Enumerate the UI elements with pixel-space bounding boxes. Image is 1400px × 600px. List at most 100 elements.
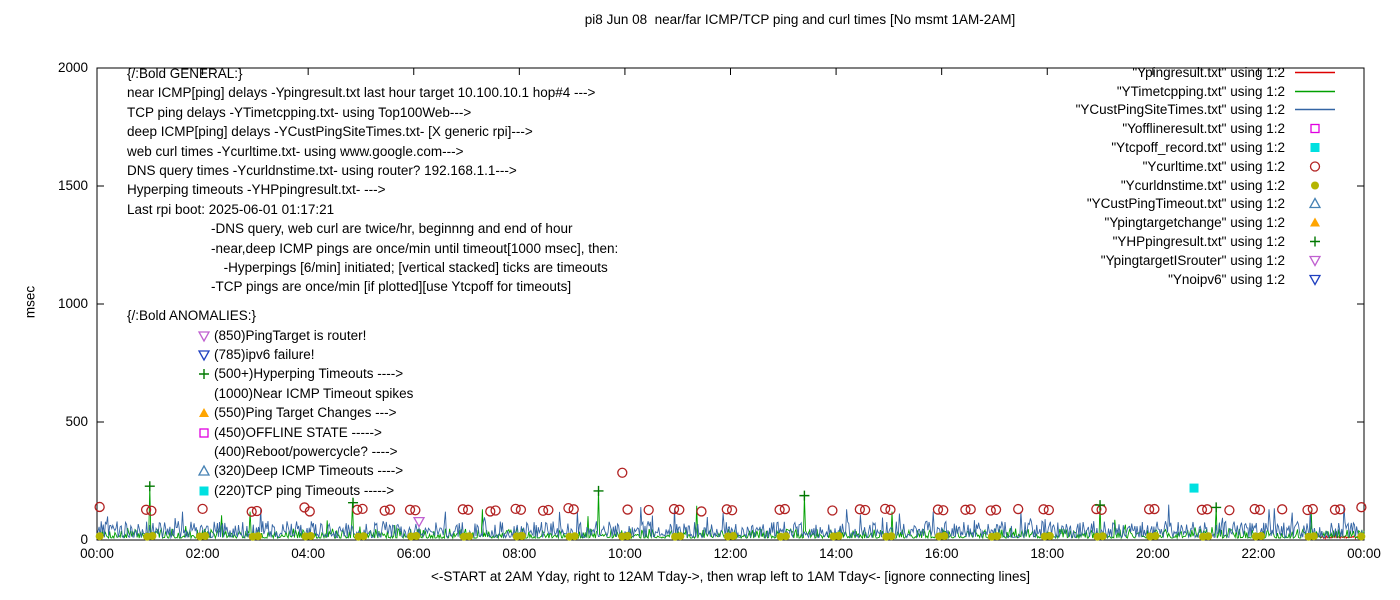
series-marker-Ycurltime.txt bbox=[1096, 504, 1107, 515]
series-marker-Ycurltime.txt bbox=[965, 504, 976, 515]
legend-label: "Ytcpoff_record.txt" using 1:2 bbox=[1111, 140, 1285, 156]
triangle-down-open-icon bbox=[197, 330, 211, 342]
series-marker-Ycurldnstime.txt bbox=[1309, 532, 1318, 541]
series-marker-Ycurltime.txt bbox=[990, 504, 1002, 515]
general-annotation-line: -near,deep ICMP pings are once/min until… bbox=[211, 240, 619, 256]
legend-item: "Ynoipv6" using 1:2 bbox=[1076, 270, 1338, 289]
series-marker-Ycurltime.txt bbox=[1249, 503, 1260, 515]
general-annotation-line: -Hyperpings [6/min] initiated; [vertical… bbox=[223, 259, 608, 275]
legend-item: "YpingtargetISrouter" using 1:2 bbox=[1076, 251, 1338, 270]
series-marker-YHPpingresult.txt bbox=[144, 481, 155, 492]
series-marker-YHPpingresult.txt bbox=[348, 497, 359, 508]
general-annotations-block: {/:Bold GENERAL:} near ICMP[ping] delays … bbox=[127, 64, 618, 297]
series-marker-Ycurltime.txt bbox=[1013, 503, 1024, 515]
series-marker-Ycurltime.txt bbox=[357, 503, 368, 514]
series-marker-Ycurldnstime.txt bbox=[95, 532, 104, 541]
legend-square-open-icon bbox=[1310, 124, 1320, 134]
series-marker-Ycurltime.txt bbox=[1356, 502, 1367, 513]
series-marker-Ycurltime.txt bbox=[960, 504, 971, 515]
legend-square-filled-icon bbox=[1310, 143, 1320, 153]
x-tick-label: 00:00 bbox=[80, 546, 114, 561]
legend-line-sample bbox=[1295, 90, 1335, 92]
series-marker-Ycurldnstime.txt bbox=[1204, 532, 1213, 541]
y-tick-label: 2000 bbox=[57, 60, 88, 75]
legend-item: "YHPpingresult.txt" using 1:2 bbox=[1076, 232, 1338, 251]
series-marker-Ycurldnstime.txt bbox=[887, 532, 896, 541]
legend-triangle-down-open-icon bbox=[1308, 255, 1322, 267]
series-marker-Ycurldnstime.txt bbox=[781, 532, 790, 541]
series-marker-Ycurltime.txt bbox=[543, 504, 554, 516]
series-marker-Ycurltime.txt bbox=[932, 504, 944, 515]
x-tick-label: 20:00 bbox=[1135, 546, 1170, 561]
series-marker-Ycurltime.txt bbox=[1143, 504, 1155, 515]
series-marker-Ycurltime.txt bbox=[352, 504, 363, 515]
series-marker-Ycurltime.txt bbox=[1254, 504, 1266, 515]
general-annotation-line: {/:Bold GENERAL:} bbox=[127, 66, 243, 81]
square-open-icon bbox=[199, 427, 209, 438]
series-marker-Ycurltime.txt bbox=[462, 504, 474, 515]
anomaly-text: (220)TCP ping Timeouts -----> bbox=[214, 482, 395, 498]
series-marker-Ycurltime.txt bbox=[1224, 505, 1235, 516]
anomaly-text: (450)OFFLINE STATE -----> bbox=[214, 424, 382, 440]
series-marker-Ycurldnstime.txt bbox=[623, 531, 632, 540]
series-marker-Ycurltime.txt bbox=[510, 503, 521, 514]
series-marker-Ycurltime.txt bbox=[1202, 504, 1213, 515]
series-marker-Ycurldnstime.txt bbox=[254, 532, 263, 541]
legend-line-sample bbox=[1295, 71, 1335, 74]
series-marker-Ycurltime.txt bbox=[668, 503, 680, 515]
series-marker-Ycurldnstime.txt bbox=[1098, 532, 1107, 541]
general-annotation-line: deep ICMP[ping] delays -YCustPingSiteTim… bbox=[127, 124, 533, 140]
anomaly-line: (400)Reboot/powercycle? ----> bbox=[127, 442, 413, 461]
series-marker-Ycurltime.txt bbox=[568, 504, 579, 515]
triangle-up-open-icon bbox=[197, 464, 211, 476]
series-marker-Ycurldnstime.txt bbox=[570, 532, 579, 541]
series-marker-Ycurltime.txt bbox=[1277, 504, 1288, 515]
series-marker-Ycurldnstime.txt bbox=[306, 531, 315, 540]
legend-label: "Ycurltime.txt" using 1:2 bbox=[1142, 158, 1285, 174]
series-marker-Ycurldnstime.txt bbox=[676, 532, 685, 541]
general-annotation-line: near ICMP[ping] delays -Ypingresult.txt … bbox=[127, 85, 596, 101]
legend-label: "YpingtargetISrouter" using 1:2 bbox=[1100, 252, 1285, 268]
series-marker-Ycurltime.txt bbox=[726, 505, 738, 516]
anomaly-text: (850)PingTarget is router! bbox=[214, 327, 367, 343]
legend-item: "Ycurldnstime.txt" using 1:2 bbox=[1076, 176, 1338, 195]
x-axis-caption: <-START at 2AM Yday, right to 12AM Tday-… bbox=[431, 569, 1030, 584]
general-annotation-line: TCP ping delays -YTimetcpping.txt- using… bbox=[127, 104, 472, 120]
anomaly-line: (1000)Near ICMP Timeout spikes bbox=[127, 384, 413, 403]
series-marker-Ycurltime.txt bbox=[779, 503, 791, 515]
anomaly-line: (320)Deep ICMP Timeouts ----> bbox=[127, 461, 413, 480]
general-annotation-line: DNS query times -Ycurldnstime.txt- using… bbox=[127, 162, 517, 178]
legend-triangle-down-open-icon bbox=[1308, 274, 1322, 286]
anomaly-line: (850)PingTarget is router! bbox=[127, 325, 413, 344]
series-marker-YHPpingresult.txt bbox=[799, 490, 810, 501]
series-marker-Ycurltime.txt bbox=[404, 504, 416, 515]
series-marker-Ycurldnstime.txt bbox=[729, 531, 738, 540]
series-marker-Ycurltime.txt bbox=[1329, 504, 1341, 515]
anomaly-text: (400)Reboot/powercycle? ----> bbox=[214, 443, 398, 459]
series-marker-Ycurldnstime.txt bbox=[834, 531, 843, 540]
series-marker-Ycurltime.txt bbox=[304, 506, 315, 517]
legend-triangle-up-open-icon bbox=[1308, 197, 1322, 209]
series-line-YCustPingSiteTimes.txt bbox=[96, 504, 1365, 540]
anomaly-text: (1000)Near ICMP Timeout spikes bbox=[214, 385, 414, 401]
series-marker-Ycurltime.txt bbox=[94, 501, 105, 513]
series-marker-YHPpingresult.txt bbox=[593, 485, 604, 496]
y-tick-label: 1500 bbox=[57, 178, 88, 193]
series-marker-Ycurltime.txt bbox=[251, 505, 263, 517]
legend-label: "Ynoipv6" using 1:2 bbox=[1168, 271, 1285, 287]
series-marker-Ycurltime.txt bbox=[563, 502, 574, 514]
legend: "Ypingresult.txt" using 1:2 "YTimetcpping… bbox=[1076, 63, 1338, 289]
legend-label: "YCustPingTimeout.txt" using 1:2 bbox=[1086, 196, 1285, 212]
series-marker-Ycurldnstime.txt bbox=[359, 532, 368, 541]
y-tick-label: 1000 bbox=[57, 296, 88, 311]
series-marker-Ycurltime.txt bbox=[485, 506, 496, 517]
anomaly-text: (320)Deep ICMP Timeouts ----> bbox=[214, 463, 404, 479]
chart-title: pi8 Jun 08 near/far ICMP/TCP ping and cu… bbox=[584, 12, 1016, 27]
series-marker-Ycurltime.txt bbox=[643, 504, 654, 516]
series-marker-Ycurltime.txt bbox=[696, 506, 707, 517]
series-marker-Ycurltime.txt bbox=[985, 505, 996, 516]
anomaly-text: (500+)Hyperping Timeouts ----> bbox=[214, 366, 404, 382]
legend-item: "Ypingtargetchange" using 1:2 bbox=[1076, 213, 1338, 232]
x-tick-label: 02:00 bbox=[185, 546, 220, 561]
